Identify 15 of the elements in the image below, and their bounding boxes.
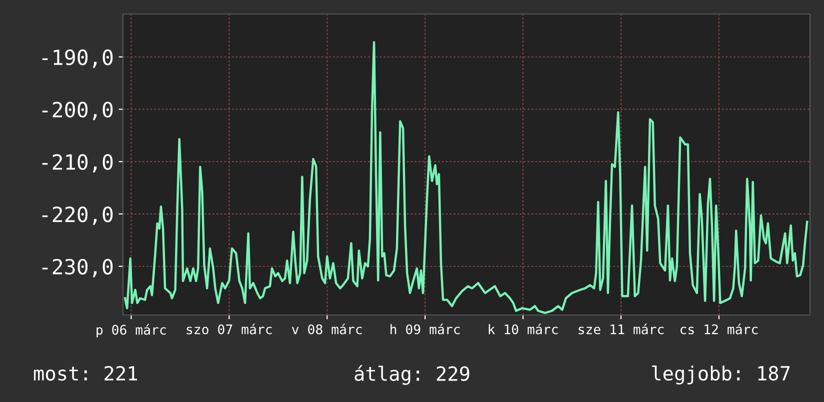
- y-tick-label: -220,0: [42, 206, 113, 225]
- x-tick-label: sze 11 márc: [578, 324, 664, 334]
- x-tick-label: p 06 márc: [96, 324, 166, 338]
- y-tick-label: -200,0: [42, 102, 113, 120]
- y-tick-label: -230,0: [42, 258, 113, 278]
- text: legjobb: 187: [652, 365, 790, 385]
- x-tick-label: v 08 márc: [292, 324, 362, 334]
- y-tick-label: -190,0: [42, 49, 113, 68]
- text: most: 221: [34, 366, 137, 381]
- x-tick-label: k 10 márc: [488, 324, 558, 334]
- x-tick-label: h 09 márc: [390, 324, 460, 334]
- text: átlag: 229: [354, 365, 470, 385]
- x-tick-label: cs 12 márc: [680, 324, 758, 334]
- y-tick-label: -210,0: [42, 154, 113, 173]
- x-tick-label: szo 07 márc: [186, 324, 272, 334]
